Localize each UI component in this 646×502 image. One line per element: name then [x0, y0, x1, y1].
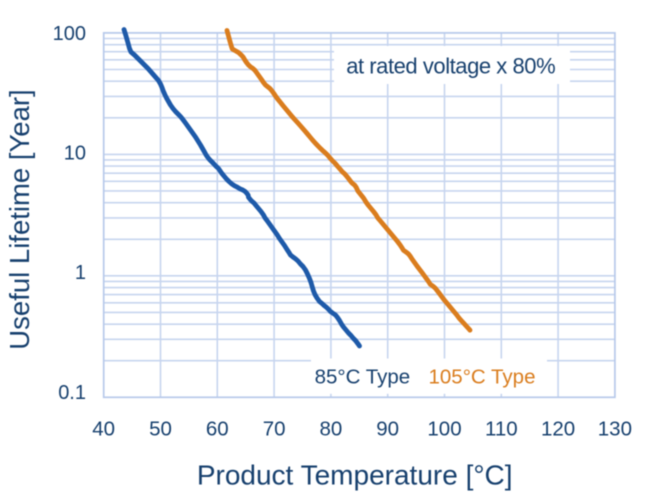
svg-text:130: 130	[598, 418, 632, 441]
svg-text:70: 70	[263, 418, 286, 441]
svg-text:40: 40	[92, 418, 115, 441]
svg-text:Product Temperature [°C]: Product Temperature [°C]	[197, 459, 513, 490]
svg-text:90: 90	[376, 418, 399, 441]
svg-text:100: 100	[427, 418, 461, 441]
svg-text:60: 60	[206, 418, 229, 441]
svg-text:at rated voltage x 80%: at rated voltage x 80%	[346, 54, 555, 79]
svg-text:80: 80	[319, 418, 342, 441]
svg-text:0.1: 0.1	[58, 382, 86, 404]
svg-text:105°C Type: 105°C Type	[429, 365, 536, 388]
svg-text:110: 110	[485, 418, 518, 441]
svg-text:1: 1	[75, 262, 86, 284]
svg-text:100: 100	[53, 23, 86, 45]
svg-text:50: 50	[149, 418, 172, 441]
svg-text:10: 10	[64, 143, 86, 165]
svg-text:Useful Lifetime [Year]: Useful Lifetime [Year]	[4, 89, 35, 349]
svg-text:85°C Type: 85°C Type	[315, 365, 411, 388]
svg-text:120: 120	[541, 418, 575, 441]
